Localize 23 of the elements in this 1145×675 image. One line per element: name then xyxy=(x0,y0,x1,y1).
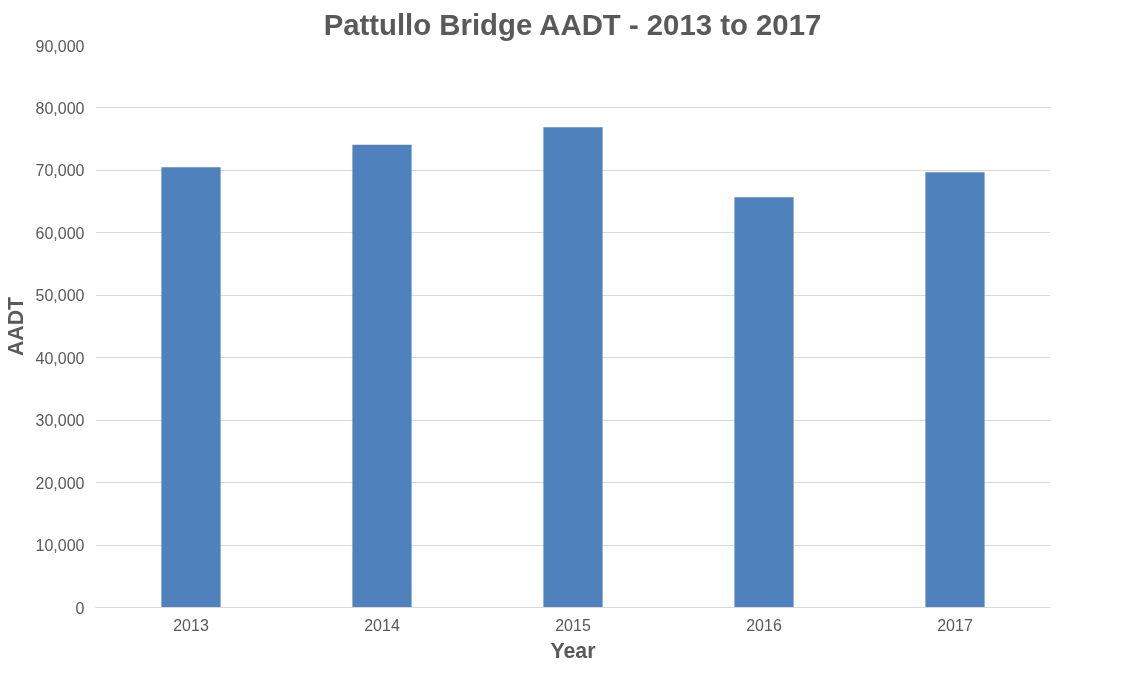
x-tick-label: 2016 xyxy=(746,616,782,634)
bar xyxy=(543,127,603,608)
bar xyxy=(161,167,221,608)
y-axis-title: AADT xyxy=(3,296,28,357)
y-tick-label: 70,000 xyxy=(35,162,85,180)
y-tick-label: 90,000 xyxy=(35,37,85,55)
y-tick-label: 30,000 xyxy=(35,412,85,430)
x-tick-label: 2017 xyxy=(937,616,973,634)
y-tick-label: 60,000 xyxy=(35,224,85,242)
y-tick-label: 20,000 xyxy=(35,474,85,492)
x-tick-label: 2013 xyxy=(173,616,209,634)
x-axis-title: Year xyxy=(550,638,596,663)
x-tick-label: 2015 xyxy=(555,616,591,634)
y-tick-label: 50,000 xyxy=(35,287,85,305)
y-tick-label: 40,000 xyxy=(35,349,85,367)
y-tick-label: 0 xyxy=(75,599,85,617)
y-tick-label: 10,000 xyxy=(35,537,85,555)
y-tick-label: 80,000 xyxy=(35,99,85,117)
bar xyxy=(925,172,985,608)
x-tick-label: 2014 xyxy=(364,616,400,634)
bar xyxy=(352,144,412,608)
chart-title: Pattullo Bridge AADT - 2013 to 2017 xyxy=(323,7,822,41)
bar xyxy=(734,197,794,608)
